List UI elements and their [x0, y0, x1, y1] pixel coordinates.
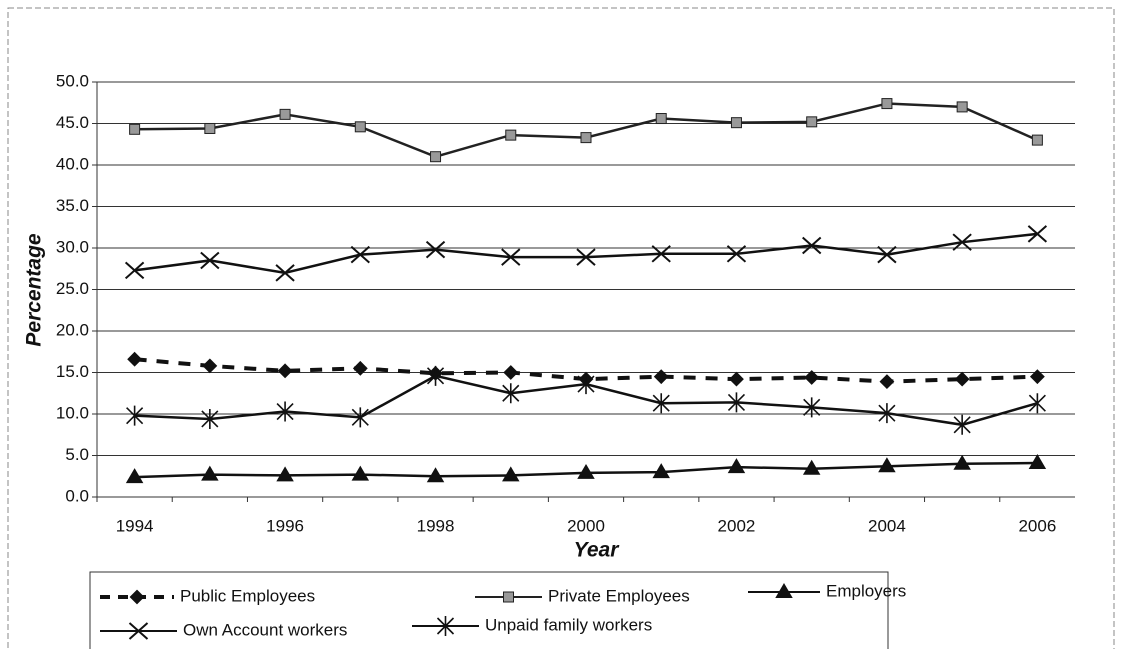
y-tick-label: 25.0: [56, 279, 89, 298]
data-point: [126, 405, 144, 426]
series-line: [134, 102, 1038, 159]
data-point: [503, 365, 519, 380]
y-tick-label: 0.0: [65, 486, 89, 505]
data-point: [804, 370, 820, 385]
data-point: [201, 408, 219, 429]
data-point: [651, 245, 671, 263]
data-point: [953, 414, 971, 435]
x-tick-label: 1996: [266, 516, 304, 535]
data-point: [351, 407, 369, 428]
data-point: [653, 369, 669, 385]
data-point: [652, 463, 670, 479]
data-point: [655, 113, 667, 125]
y-tick-label: 40.0: [56, 154, 89, 173]
x-axis-title: Year: [574, 539, 621, 562]
data-point: [1031, 134, 1043, 146]
data-point: [577, 463, 595, 479]
data-point: [1028, 453, 1047, 469]
y-tick-label: 5.0: [65, 445, 89, 464]
legend-label: Private Employees: [548, 586, 690, 605]
data-point: [350, 245, 370, 264]
data-point: [953, 454, 971, 470]
legend-marker: [129, 589, 145, 605]
y-axis-title: Percentage: [23, 233, 46, 347]
x-tick-label: 1994: [116, 516, 154, 535]
data-point: [730, 117, 742, 129]
x-tick-label: 2002: [718, 516, 756, 535]
data-point: [1027, 225, 1048, 243]
x-tick-label: 1998: [417, 516, 455, 535]
data-point: [580, 132, 592, 144]
data-point: [351, 465, 370, 481]
y-tick-label: 10.0: [56, 403, 89, 422]
data-point: [430, 151, 442, 163]
data-point: [426, 365, 445, 386]
data-point: [878, 403, 896, 424]
data-point: [352, 360, 368, 376]
data-point: [806, 116, 818, 128]
data-point: [1029, 369, 1045, 385]
y-tick-label: 15.0: [56, 362, 89, 381]
data-point: [577, 374, 595, 395]
data-point: [425, 240, 446, 259]
data-point: [879, 374, 895, 390]
legend-label: Public Employees: [180, 586, 315, 605]
data-point: [279, 108, 291, 120]
data-point: [954, 371, 970, 387]
x-tick-label: 2000: [567, 516, 605, 535]
data-point: [125, 468, 144, 484]
data-point: [202, 358, 218, 374]
data-point: [201, 465, 219, 481]
y-tick-label: 35.0: [56, 196, 89, 215]
legend-label: Employers: [826, 581, 906, 600]
data-point: [200, 251, 220, 270]
y-tick-label: 30.0: [56, 237, 89, 256]
data-point: [204, 122, 216, 134]
data-point: [802, 459, 821, 475]
data-point: [505, 129, 517, 141]
data-point: [501, 248, 521, 266]
data-point: [124, 261, 145, 280]
data-point: [727, 392, 746, 413]
data-point: [129, 123, 141, 135]
data-point: [652, 393, 670, 414]
y-tick-label: 45.0: [56, 113, 89, 132]
data-point: [576, 248, 596, 266]
legend-marker: [775, 583, 793, 598]
data-point: [727, 458, 746, 474]
data-point: [354, 121, 366, 133]
data-point: [426, 467, 445, 483]
data-point: [502, 383, 520, 404]
legend-marker: [503, 591, 514, 603]
x-tick-label: 2004: [868, 516, 906, 535]
data-point: [878, 457, 896, 473]
legend-box: [89, 571, 889, 649]
legend-label: Unpaid family workers: [485, 615, 652, 634]
data-point: [502, 466, 520, 482]
data-point: [276, 401, 294, 422]
data-point: [956, 101, 968, 113]
data-point: [803, 397, 821, 418]
data-point: [276, 466, 294, 482]
legend-marker: [128, 622, 149, 640]
y-tick-label: 50.0: [56, 71, 89, 90]
chart-frame: [7, 7, 1115, 649]
legend-label: Own Account workers: [183, 620, 347, 639]
y-tick-label: 20.0: [56, 320, 89, 339]
data-point: [877, 245, 897, 264]
data-point: [275, 264, 295, 282]
x-tick-label: 2006: [1018, 516, 1056, 535]
series-line: [134, 232, 1038, 275]
data-point: [726, 245, 747, 263]
data-point: [881, 98, 893, 110]
data-point: [1028, 393, 1046, 414]
data-point: [127, 351, 143, 367]
data-point: [277, 363, 293, 379]
data-point: [952, 233, 972, 251]
legend-marker: [436, 616, 455, 636]
data-point: [729, 371, 744, 387]
data-point: [802, 236, 822, 255]
